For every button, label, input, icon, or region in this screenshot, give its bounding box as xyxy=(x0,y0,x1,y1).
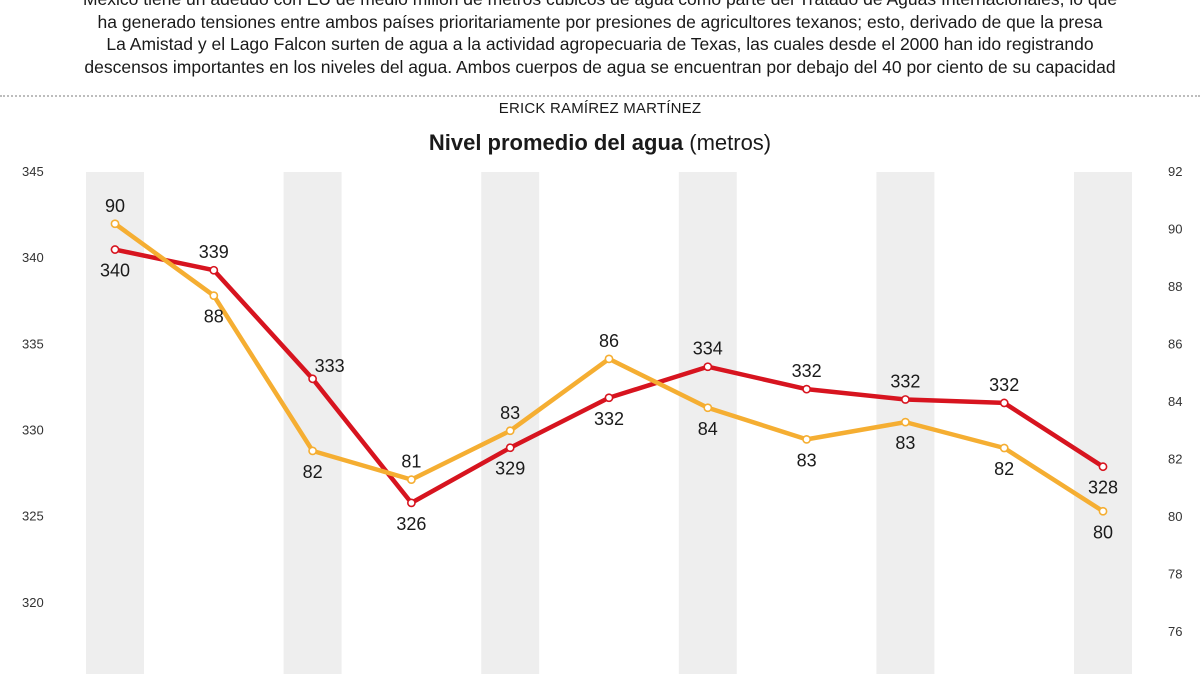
series-line-yellow xyxy=(112,221,1106,514)
data-point-yellow xyxy=(802,434,811,444)
column-band xyxy=(678,172,737,674)
data-label-yellow: 84 xyxy=(698,419,718,439)
data-label-yellow: 82 xyxy=(994,459,1014,479)
data-label-yellow: 81 xyxy=(401,452,421,472)
data-label-yellow: 80 xyxy=(1093,522,1113,542)
data-point-red xyxy=(1098,462,1108,472)
y-left-tick-label: 340 xyxy=(22,250,44,265)
data-point-red xyxy=(604,393,614,403)
y-right-tick-label: 84 xyxy=(1168,394,1182,409)
data-point-red xyxy=(802,384,811,394)
data-point-red xyxy=(703,362,713,372)
data-label-red: 332 xyxy=(989,375,1019,395)
intro-line: La Amistad y el Lago Falcon surten de ag… xyxy=(106,34,1094,54)
data-point-yellow xyxy=(110,219,120,229)
data-label-red: 332 xyxy=(594,409,624,429)
data-label-red: 339 xyxy=(199,242,229,262)
chart-title-unit: (metros) xyxy=(689,130,772,155)
dotted-divider xyxy=(0,95,1200,97)
intro-line: ha generado tensiones entre ambos países… xyxy=(97,11,1103,32)
data-point-yellow xyxy=(901,417,910,427)
data-label-red: 328 xyxy=(1088,478,1118,498)
data-point-yellow xyxy=(999,443,1009,453)
data-point-yellow xyxy=(1098,506,1108,516)
y-right-tick-label: 78 xyxy=(1168,567,1182,582)
intro-line: descensos importantes en los niveles del… xyxy=(84,56,1116,77)
data-point-red xyxy=(999,398,1009,408)
data-label-red: 332 xyxy=(890,371,920,391)
data-point-red xyxy=(406,498,416,508)
y-left-tick-label: 335 xyxy=(22,336,44,351)
data-label-yellow: 83 xyxy=(895,433,915,453)
data-point-yellow xyxy=(703,403,713,413)
column-band xyxy=(1074,172,1132,674)
data-point-yellow xyxy=(308,446,317,456)
data-point-yellow xyxy=(209,291,219,301)
data-point-yellow xyxy=(604,354,614,364)
y-right-tick-label: 76 xyxy=(1168,624,1182,639)
chart-title: Nivel promedio del agua (metros) xyxy=(0,130,1200,156)
y-right-tick-label: 88 xyxy=(1168,279,1182,294)
column-band xyxy=(481,172,540,674)
data-label-red: 329 xyxy=(495,459,525,479)
data-label-yellow: 83 xyxy=(500,403,520,423)
data-label-yellow: 88 xyxy=(204,307,224,327)
data-point-red xyxy=(209,265,219,275)
data-label-red: 333 xyxy=(315,356,345,376)
data-label-red: 334 xyxy=(693,339,723,359)
y-left-tick-label: 330 xyxy=(22,423,44,438)
y-right-tick-label: 92 xyxy=(1168,164,1182,179)
data-point-yellow xyxy=(406,475,416,485)
data-point-red xyxy=(505,443,515,453)
y-right-tick-label: 90 xyxy=(1168,222,1182,237)
intro-text: México tiene un adeudo con EU de medio m… xyxy=(40,0,1160,78)
data-label-yellow: 82 xyxy=(303,462,323,482)
data-label-red: 332 xyxy=(792,361,822,381)
data-point-yellow xyxy=(505,426,515,436)
y-right-tick-label: 80 xyxy=(1168,509,1182,524)
byline: ERICK RAMÍREZ MARTÍNEZ xyxy=(498,100,702,117)
data-label-yellow: 83 xyxy=(797,450,817,470)
data-point-red xyxy=(110,245,120,254)
y-right-tick-label: 86 xyxy=(1168,337,1182,352)
y-left-tick-label: 320 xyxy=(22,595,44,610)
y-left-tick-label: 325 xyxy=(22,509,44,524)
intro-line: México tiene un adeudo con EU de medio m… xyxy=(40,0,1160,11)
data-point-red xyxy=(901,395,910,404)
data-label-yellow: 90 xyxy=(105,196,125,216)
data-label-red: 326 xyxy=(396,514,426,534)
data-label-yellow: 86 xyxy=(599,331,619,351)
data-label-red: 340 xyxy=(100,261,130,281)
y-left-tick-label: 345 xyxy=(22,164,44,179)
y-right-tick-label: 82 xyxy=(1168,452,1182,467)
chart-title-main: Nivel promedio del agua xyxy=(428,130,684,155)
data-point-red xyxy=(308,374,317,384)
